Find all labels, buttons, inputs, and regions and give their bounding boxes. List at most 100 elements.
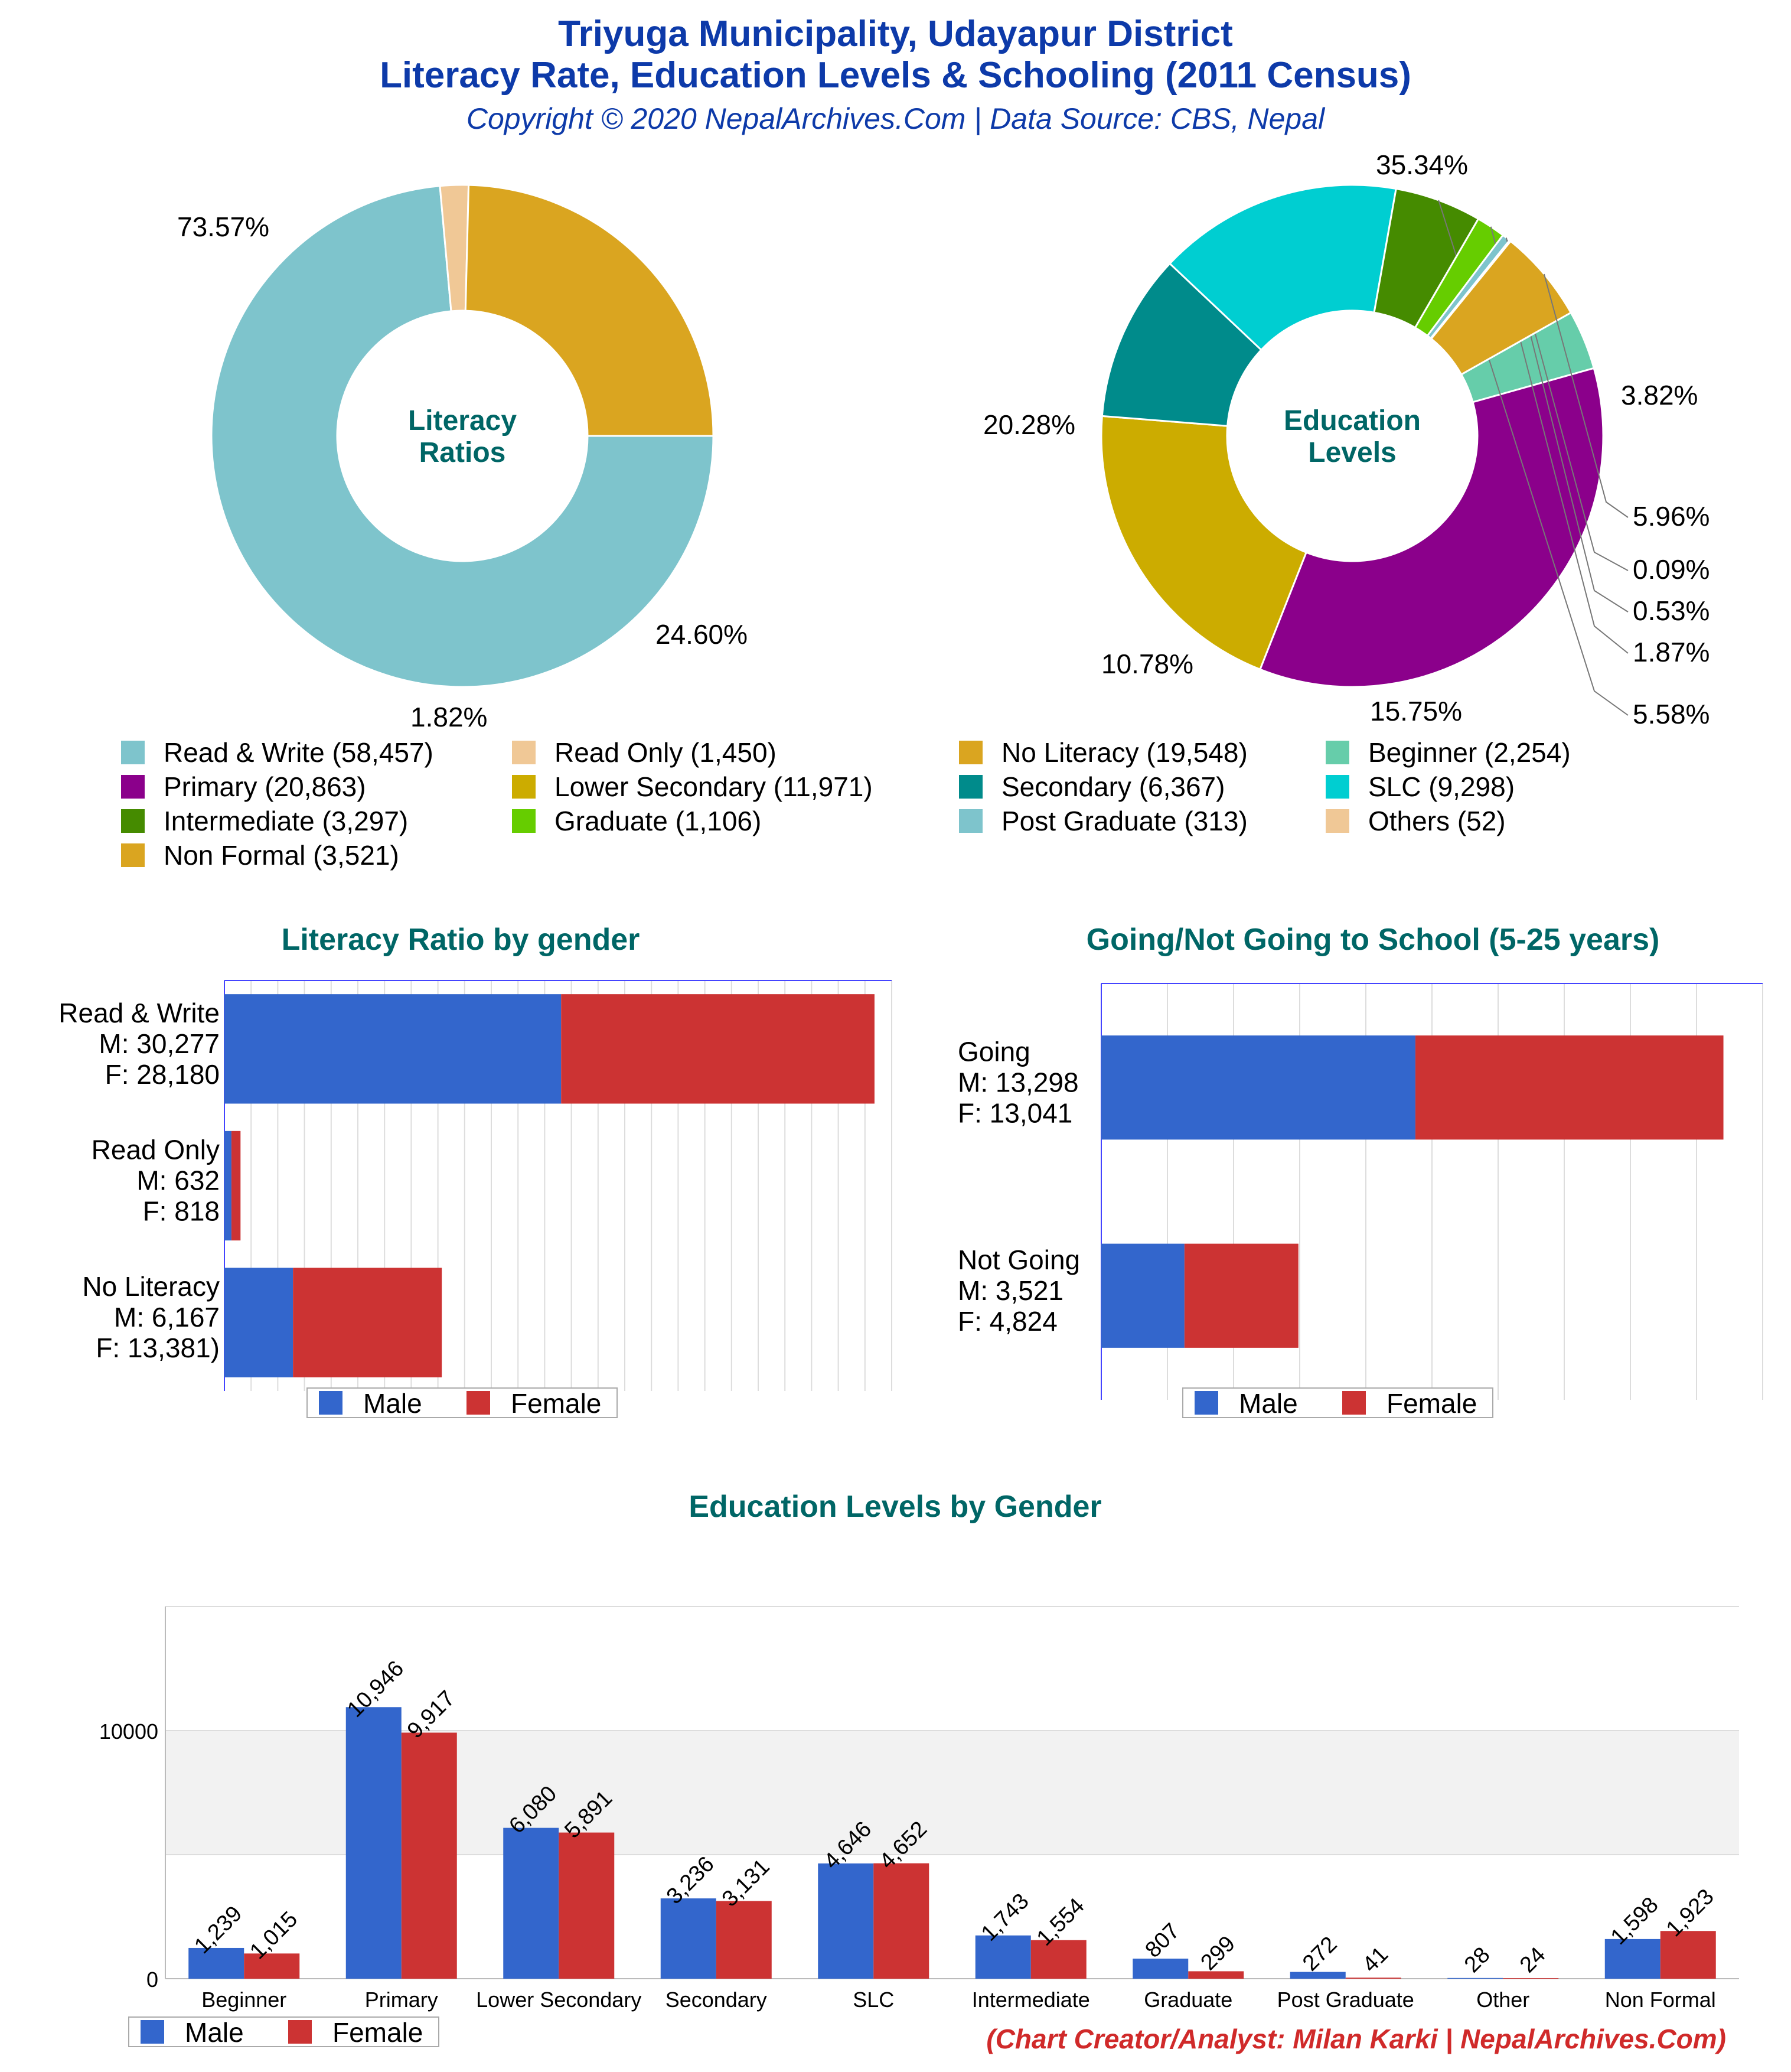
pie1-leader-9 bbox=[1543, 273, 1629, 518]
vbar-male-value-label-6: 807 bbox=[1140, 1918, 1185, 1963]
pie1-slice-9 bbox=[1430, 240, 1573, 376]
hbar1-category-label-1: Not Going bbox=[958, 1244, 1080, 1275]
pie1-leader-8 bbox=[1509, 240, 1629, 571]
legend-label-12: Non Formal (3,521) bbox=[164, 840, 399, 871]
hbar1-category-label-0: M: 13,298 bbox=[958, 1067, 1079, 1097]
hbar1-male-bar-1 bbox=[1101, 1243, 1185, 1348]
hbar0-legend-male: Male bbox=[363, 1388, 422, 1419]
hbar0-female-bar-1 bbox=[231, 1131, 241, 1241]
legend-swatch-9 bbox=[512, 809, 536, 833]
hbar0-male-bar-1 bbox=[224, 1131, 231, 1241]
vbar-male-bar-8 bbox=[1447, 1977, 1503, 1979]
hbar0-category-label-2: No Literacy bbox=[82, 1271, 220, 1302]
page-subtitle: Copyright © 2020 NepalArchives.Com | Dat… bbox=[466, 102, 1325, 135]
vbar-female-bar-1 bbox=[401, 1732, 457, 1979]
vbar-male-bar-9 bbox=[1604, 1939, 1660, 1979]
vbar-female-bar-0 bbox=[244, 1953, 300, 1979]
pie1-slice-3 bbox=[1101, 262, 1263, 427]
vbar-female-bar-8 bbox=[1503, 1977, 1559, 1979]
vbar-male-bar-4 bbox=[818, 1863, 874, 1979]
vbar-female-bar-5 bbox=[1030, 1940, 1087, 1979]
pie1-percent-label-4: 15.75% bbox=[1370, 696, 1462, 726]
legend-label-0: Read & Write (58,457) bbox=[164, 737, 433, 768]
pie1-percent-label-7: 0.53% bbox=[1633, 595, 1710, 626]
pie0-center-label: Literacy bbox=[408, 405, 517, 436]
legend-swatch-1 bbox=[512, 741, 536, 764]
hbar0-female-bar-0 bbox=[561, 994, 875, 1104]
vbar-ytick-label: 0 bbox=[146, 1967, 158, 1992]
vbar-legend-male-swatch bbox=[141, 2020, 164, 2044]
legend-label-1: Read Only (1,450) bbox=[554, 737, 777, 768]
legend-label-9: Graduate (1,106) bbox=[554, 806, 761, 836]
hbar0-legend-male-swatch bbox=[319, 1391, 342, 1415]
hbar0-category-label-1: Read Only bbox=[92, 1135, 220, 1165]
hbar1-title: Going/Not Going to School (5-25 years) bbox=[1087, 923, 1660, 957]
vbar-category-label-2: Lower Secondary bbox=[476, 1988, 641, 2012]
hbar0-male-bar-2 bbox=[224, 1268, 293, 1377]
hbar0-category-label-1: F: 818 bbox=[143, 1196, 220, 1227]
hbar1-category-label-1: F: 4,824 bbox=[958, 1306, 1058, 1337]
vbar-female-bar-6 bbox=[1188, 1971, 1244, 1979]
hbar1-female-bar-1 bbox=[1184, 1243, 1299, 1348]
legend-swatch-3 bbox=[1326, 741, 1349, 764]
vbar-category-label-4: SLC bbox=[853, 1988, 894, 2012]
legend-swatch-11 bbox=[1326, 809, 1349, 833]
pie1-center-label: Levels bbox=[1308, 437, 1396, 468]
vbar-legend-male: Male bbox=[185, 2017, 244, 2048]
pie1-leader-6 bbox=[1490, 226, 1629, 654]
hbar1-female-bar-0 bbox=[1415, 1035, 1724, 1140]
vbar-male-bar-5 bbox=[975, 1935, 1031, 1979]
legend-label-4: Primary (20,863) bbox=[164, 771, 366, 802]
legend-label-5: Lower Secondary (11,971) bbox=[554, 771, 873, 802]
hbar0-legend-female-swatch bbox=[466, 1391, 490, 1415]
pie1-percent-label-9: 5.96% bbox=[1633, 501, 1710, 532]
vbar-male-bar-3 bbox=[660, 1898, 716, 1979]
pie1-percent-label-1: 35.34% bbox=[1376, 149, 1468, 180]
legend-label-2: No Literacy (19,548) bbox=[1001, 737, 1248, 768]
hbar0-category-label-2: F: 13,381) bbox=[96, 1333, 220, 1363]
pie0-slice-2 bbox=[464, 184, 715, 437]
legend-swatch-2 bbox=[959, 741, 983, 764]
hbar0-title: Literacy Ratio by gender bbox=[282, 923, 640, 957]
hbar0-category-label-0: F: 28,180 bbox=[105, 1059, 220, 1090]
legend-swatch-7 bbox=[1326, 775, 1349, 799]
legend-swatch-8 bbox=[121, 809, 145, 833]
pie0-slice-0 bbox=[210, 185, 715, 688]
vbar-category-label-6: Graduate bbox=[1144, 1988, 1232, 2012]
vbar-category-label-0: Beginner bbox=[201, 1988, 286, 2012]
vbar-female-value-label-6: 299 bbox=[1196, 1931, 1240, 1976]
vbar-female-bar-3 bbox=[716, 1901, 772, 1979]
legend-label-10: Post Graduate (313) bbox=[1001, 806, 1248, 836]
hbar1-legend-female: Female bbox=[1387, 1388, 1477, 1419]
legend-label-3: Beginner (2,254) bbox=[1368, 737, 1571, 768]
vbar-male-bar-7 bbox=[1290, 1972, 1346, 1979]
hbar0-male-bar-0 bbox=[224, 994, 562, 1104]
legend-swatch-12 bbox=[121, 843, 145, 867]
legend-label-11: Others (52) bbox=[1368, 806, 1506, 836]
pie1-percent-label-3: 10.78% bbox=[1101, 649, 1193, 679]
vbar-male-value-label-8: 28 bbox=[1460, 1943, 1495, 1978]
hbar0-female-bar-2 bbox=[293, 1268, 442, 1377]
pie1-percent-label-5: 5.58% bbox=[1633, 699, 1710, 729]
legend-swatch-6 bbox=[959, 775, 983, 799]
vbar-ytick-label: 10000 bbox=[99, 1719, 158, 1744]
hbar1-legend-box bbox=[1182, 1387, 1493, 1418]
legend-label-7: SLC (9,298) bbox=[1368, 771, 1515, 802]
pie0-percent-label-0: 73.57% bbox=[177, 211, 269, 242]
vbar-female-bar-4 bbox=[873, 1863, 929, 1979]
vbar-female-bar-7 bbox=[1345, 1977, 1401, 1979]
hbar0-legend-box bbox=[306, 1387, 618, 1418]
legend-swatch-4 bbox=[121, 775, 145, 799]
vbar-title: Education Levels by Gender bbox=[689, 1490, 1101, 1524]
legend-swatch-10 bbox=[959, 809, 983, 833]
vbar-male-value-label-7: 272 bbox=[1298, 1932, 1342, 1976]
hbar0-category-label-0: M: 30,277 bbox=[99, 1028, 220, 1059]
vbar-male-bar-1 bbox=[345, 1707, 402, 1979]
pie1-leader-5 bbox=[1438, 200, 1629, 716]
legend-swatch-0 bbox=[121, 741, 145, 764]
pie1-percent-label-0: 3.82% bbox=[1621, 380, 1698, 411]
vbar-female-bar-9 bbox=[1660, 1931, 1716, 1979]
hbar0-category-label-1: M: 632 bbox=[136, 1165, 220, 1196]
pie1-slice-2 bbox=[1100, 415, 1308, 671]
